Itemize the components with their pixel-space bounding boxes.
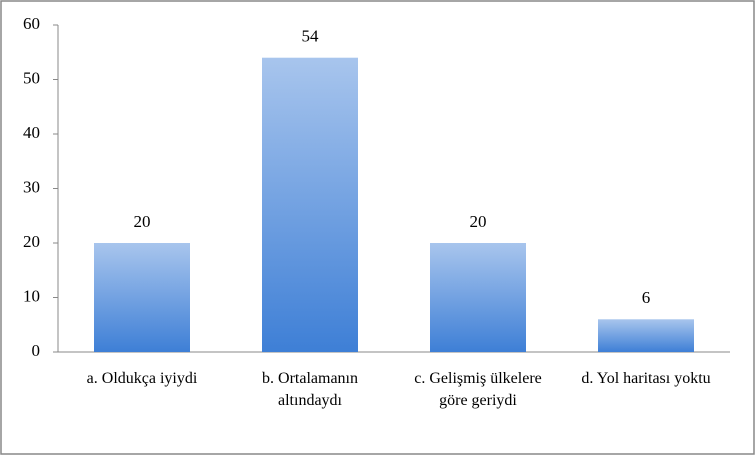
bar xyxy=(430,243,526,352)
bar xyxy=(262,57,358,352)
data-label: 20 xyxy=(134,212,151,231)
y-tick-label: 40 xyxy=(23,123,40,142)
x-tick-label-box: b. Ortalamanın altındaydı xyxy=(262,370,358,409)
data-label: 6 xyxy=(642,288,651,307)
x-tick-label-box: d. Yol haritası yoktu xyxy=(581,370,711,387)
y-tick-label: 30 xyxy=(23,177,40,196)
y-tick-label: 50 xyxy=(23,68,40,87)
bar xyxy=(94,243,190,352)
bar xyxy=(598,319,694,352)
y-tick-label: 0 xyxy=(32,341,41,360)
y-tick-label: 20 xyxy=(23,232,40,251)
y-tick-label: 60 xyxy=(23,14,40,33)
x-tick-label: c. Gelişmiş ülkelere göre geriydi xyxy=(414,370,542,409)
data-label: 20 xyxy=(470,212,487,231)
x-tick-label-box: a. Oldukça iyiydi xyxy=(86,370,198,387)
x-tick-label: d. Yol haritası yoktu xyxy=(581,370,711,387)
data-label: 54 xyxy=(302,27,320,46)
x-tick-label-box: c. Gelişmiş ülkelere göre geriydi xyxy=(414,370,542,409)
x-tick-label: b. Ortalamanın altındaydı xyxy=(262,370,358,409)
y-tick-label: 10 xyxy=(23,286,40,305)
x-tick-label: a. Oldukça iyiydi xyxy=(86,370,198,387)
